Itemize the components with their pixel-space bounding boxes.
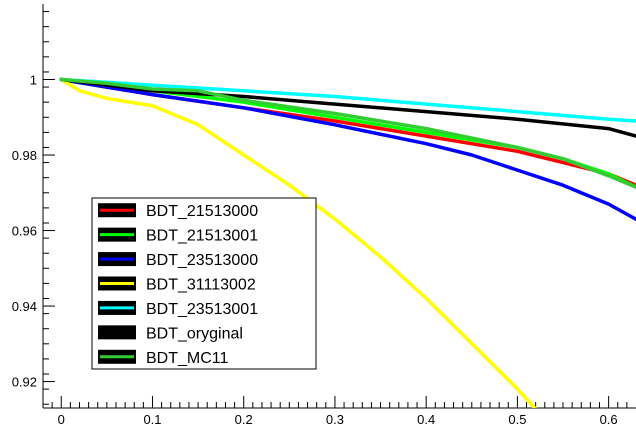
- series-lines: [59, 77, 636, 408]
- y-tick-label: 0.92: [12, 375, 37, 390]
- legend-label: BDT_21513000: [146, 203, 258, 220]
- x-tick-label: 0.2: [235, 412, 253, 427]
- series-line-bdt-23513000: [59, 77, 636, 221]
- series-line-bdt-oryginal: [59, 77, 636, 138]
- legend-label: BDT_23513000: [146, 252, 258, 269]
- y-tick-label: 0.94: [12, 299, 37, 314]
- series-line-bdt-mc11: [59, 77, 636, 189]
- x-tick-label: 0: [58, 412, 65, 427]
- x-tick-label: 0.3: [326, 412, 344, 427]
- series-line-bdt-23513001: [59, 77, 636, 123]
- y-tick-label: 0.98: [12, 148, 37, 163]
- x-tick-label: 0.1: [143, 412, 161, 427]
- x-tick-label: 0.6: [600, 412, 618, 427]
- legend-label: BDT_31113002: [146, 277, 256, 294]
- legend-label: BDT_oryginal: [146, 325, 243, 342]
- y-tick-label: 1: [30, 73, 37, 88]
- series-line-bdt-31113002: [59, 77, 537, 408]
- axes: [42, 4, 636, 409]
- y-tick-label: 0.96: [12, 224, 37, 239]
- series-line-bdt-21513001: [59, 77, 636, 189]
- legend-label: BDT_MC11: [146, 350, 228, 367]
- legend-label: BDT_23513001: [146, 301, 258, 318]
- x-tick-label: 0.4: [417, 412, 435, 427]
- x-tick-label: 0.5: [508, 412, 526, 427]
- legend-label: BDT_21513001: [146, 228, 258, 245]
- legend: BDT_21513000 BDT_21513001 BDT_23513000 BDT_…: [91, 197, 317, 370]
- tick-labels: 0 0.1 0.2 0.3 0.4 0.5 0.6 0.92 0.94 0.96 0.98 1: [12, 73, 618, 427]
- ticks: [43, 11, 628, 408]
